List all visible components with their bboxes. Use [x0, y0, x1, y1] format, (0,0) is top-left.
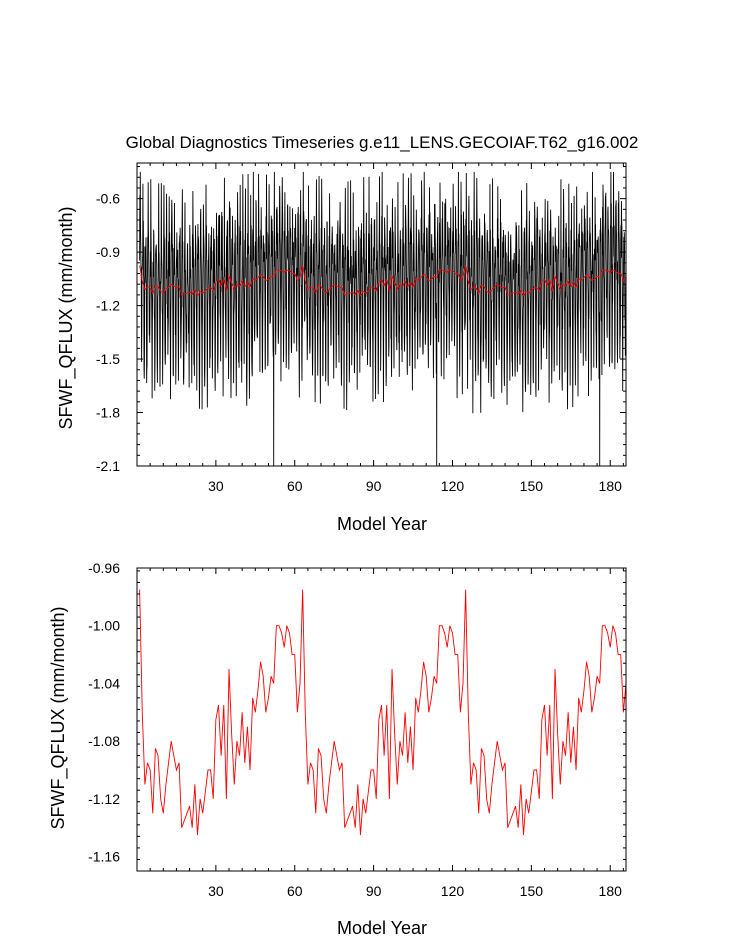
bottom-plot-frame	[136, 567, 627, 872]
bottom-y-axis-title: SFWF_QFLUX (mm/month)	[48, 606, 69, 829]
top-x-tick-label: 60	[287, 478, 303, 494]
bottom-x-tick-label: 90	[366, 883, 382, 899]
annual-mean-line	[139, 265, 626, 297]
bottom-y-tick-label: -1.00	[88, 618, 120, 634]
monthly-series-line	[139, 171, 626, 466]
bottom-x-tick-label: 150	[520, 883, 544, 899]
bottom-axes: 30 60 90 120 150 180 -1.16 -1.12 -1.08 -1.04 -1.00…	[88, 560, 627, 899]
top-y-axis-title: SFWF_QFLUX (mm/month)	[56, 206, 77, 429]
top-y-tick-label: -1.8	[96, 405, 120, 421]
bottom-x-tick-label: 60	[287, 883, 303, 899]
top-y-tick-label: -1.2	[96, 298, 120, 314]
top-y-tick-label: -1.5	[96, 351, 120, 367]
bottom-y-tick-label: -1.04	[88, 675, 120, 691]
bottom-y-tick-label: -1.12	[88, 791, 120, 807]
bottom-y-tick-label: -1.08	[88, 733, 120, 749]
chart-title: Global Diagnostics Timeseries g.e11_LENS…	[126, 133, 639, 152]
top-x-axis-title: Model Year	[337, 514, 427, 534]
top-y-tick-label: -2.1	[96, 458, 120, 474]
annual-mean-line	[139, 589, 626, 835]
bottom-x-tick-label: 120	[441, 883, 465, 899]
bottom-series-group	[139, 589, 626, 835]
top-y-tick-label: -0.9	[96, 244, 120, 260]
bottom-x-axis-title: Model Year	[337, 918, 427, 938]
top-y-tick-label: -0.6	[96, 191, 120, 207]
top-x-tick-label: 90	[366, 478, 382, 494]
top-x-tick-label: 30	[208, 478, 224, 494]
bottom-x-tick-label: 180	[599, 883, 623, 899]
bottom-x-tick-label: 30	[208, 883, 224, 899]
top-x-tick-label: 150	[520, 478, 544, 494]
top-plot-frame	[136, 162, 627, 467]
top-series-group	[139, 171, 626, 466]
top-x-tick-label: 180	[599, 478, 623, 494]
top-axes: 30 60 90 120 150 180 -2.1 -1.8 -1.5 -1.2 -0.9 -0.6	[96, 162, 627, 494]
bottom-y-tick-label: -1.16	[88, 849, 120, 865]
bottom-panel: 30 60 90 120 150 180 -1.16 -1.12 -1.08 -1.04 -1.00…	[48, 560, 627, 938]
top-x-tick-label: 120	[441, 478, 465, 494]
top-panel: 30 60 90 120 150 180-2.1-1.8-1.5-1.2-0.9-0.6 …	[56, 162, 627, 534]
bottom-y-tick-label: -0.96	[88, 560, 120, 576]
